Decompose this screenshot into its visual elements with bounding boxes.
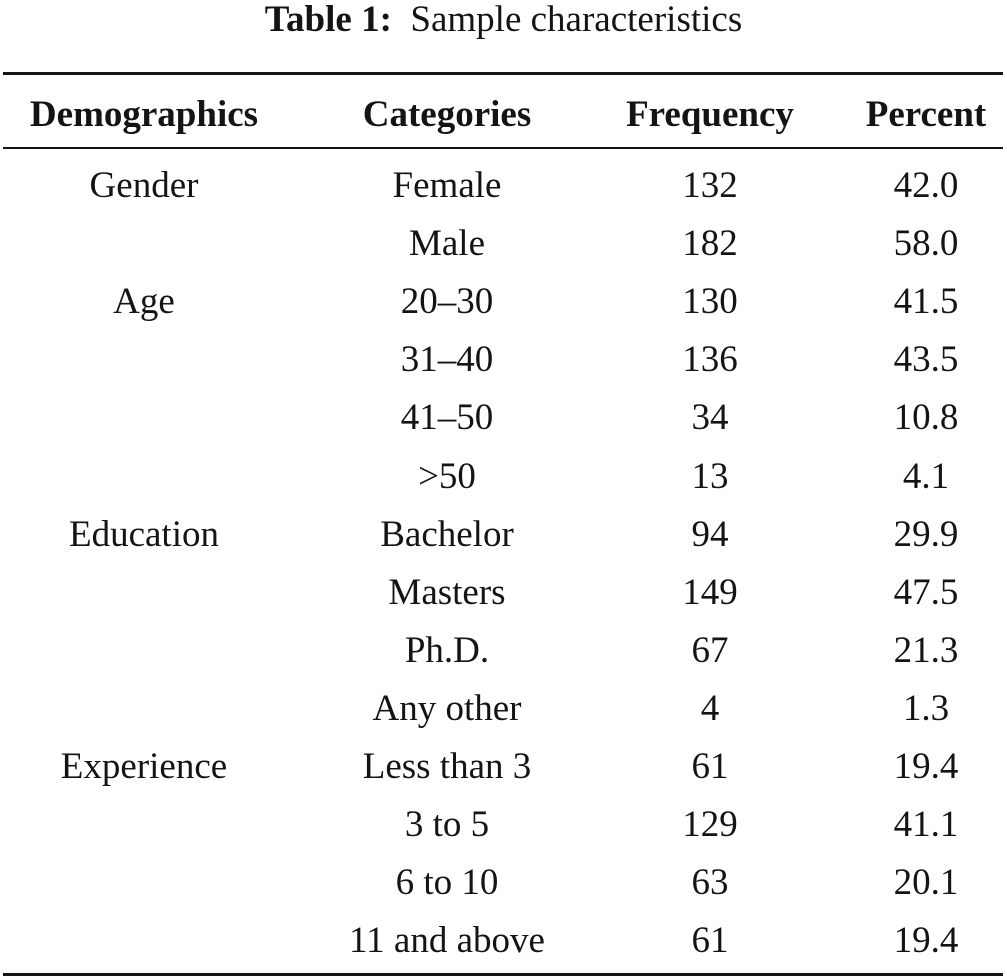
cell-category: Masters (388, 572, 506, 613)
cell-frequency: 129 (682, 804, 738, 845)
header-frequency: Frequency (626, 94, 794, 135)
cell-frequency: 149 (682, 572, 738, 613)
cell-demographics (0, 912, 288, 970)
header-percent: Percent (865, 94, 987, 135)
cell-category: 41–50 (400, 397, 494, 438)
cell-frequency: 61 (691, 920, 729, 961)
cell-frequency: 94 (691, 514, 729, 555)
cell-category: Male (408, 223, 486, 264)
cell-percent: 21.3 (893, 630, 959, 671)
cell-frequency: 130 (682, 281, 738, 322)
table-row: Age 20–30 130 41.5 (0, 273, 1007, 331)
cell-demographics: Education (68, 514, 219, 555)
table-header-row: Demographics Categories Frequency Percen… (0, 86, 1007, 144)
cell-category: 31–40 (400, 339, 494, 380)
cell-frequency: 132 (682, 165, 738, 206)
table-row: Gender Female 132 42.0 (0, 157, 1007, 215)
cell-category: Less than 3 (362, 746, 532, 787)
cell-percent: 10.8 (893, 397, 959, 438)
cell-percent: 42.0 (893, 165, 959, 206)
header-categories: Categories (362, 94, 532, 135)
cell-demographics (0, 215, 288, 273)
cell-demographics: Age (113, 281, 175, 322)
cell-demographics (0, 680, 288, 738)
cell-demographics (0, 389, 288, 447)
cell-category: 11 and above (349, 920, 545, 961)
cell-category: 20–30 (400, 281, 494, 322)
table-row: Experience Less than 3 61 19.4 (0, 738, 1007, 796)
table-row: Ph.D. 67 21.3 (0, 622, 1007, 680)
cell-category: Ph.D. (404, 630, 490, 671)
cell-percent: 58.0 (893, 223, 959, 264)
table-row: 41–50 34 10.8 (0, 389, 1007, 447)
cell-frequency: 63 (691, 862, 729, 903)
cell-percent: 29.9 (893, 514, 959, 555)
cell-category: 3 to 5 (404, 804, 490, 845)
cell-percent: 19.4 (893, 746, 959, 787)
cell-frequency: 182 (682, 223, 738, 264)
cell-category: Female (392, 165, 502, 206)
cell-category: Any other (372, 688, 522, 729)
table-row: 3 to 5 129 41.1 (0, 796, 1007, 854)
cell-frequency: 13 (691, 456, 729, 497)
cell-category: Bachelor (380, 514, 514, 555)
table-caption: Table 1: Sample characteristics (0, 0, 1007, 46)
cell-percent: 4.1 (902, 456, 950, 497)
cell-percent: 1.3 (902, 688, 950, 729)
header-demographics: Demographics (29, 94, 259, 135)
cell-percent: 20.1 (893, 862, 959, 903)
cell-demographics (0, 622, 288, 680)
table-top-rule (3, 72, 1003, 75)
table-row: 6 to 10 63 20.1 (0, 854, 1007, 912)
cell-category: 6 to 10 (395, 862, 499, 903)
table-row: Male 182 58.0 (0, 215, 1007, 273)
cell-frequency: 4 (700, 688, 720, 729)
cell-percent: 43.5 (893, 339, 959, 380)
cell-percent: 47.5 (893, 572, 959, 613)
cell-demographics: Experience (60, 746, 228, 787)
cell-demographics (0, 331, 288, 389)
cell-demographics (0, 448, 288, 506)
table-row: 31–40 136 43.5 (0, 331, 1007, 389)
cell-frequency: 67 (691, 630, 729, 671)
table-row: Masters 149 47.5 (0, 564, 1007, 622)
table-row: >50 13 4.1 (0, 448, 1007, 506)
table-bottom-rule (3, 973, 1003, 976)
cell-frequency: 136 (682, 339, 738, 380)
cell-category: >50 (418, 456, 476, 497)
table-header-rule (3, 147, 1003, 149)
table-caption-text: Sample characteristics (410, 0, 743, 40)
cell-demographics (0, 854, 288, 912)
cell-demographics (0, 564, 288, 622)
table-caption-label: Table 1: (264, 0, 392, 40)
cell-percent: 41.5 (893, 281, 959, 322)
cell-percent: 41.1 (893, 804, 959, 845)
cell-frequency: 34 (691, 397, 729, 438)
cell-frequency: 61 (691, 746, 729, 787)
cell-demographics (0, 796, 288, 854)
cell-demographics: Gender (89, 165, 199, 206)
cell-percent: 19.4 (893, 920, 959, 961)
table-row: 11 and above 61 19.4 (0, 912, 1007, 970)
table-row: Education Bachelor 94 29.9 (0, 506, 1007, 564)
table-row: Any other 4 1.3 (0, 680, 1007, 738)
